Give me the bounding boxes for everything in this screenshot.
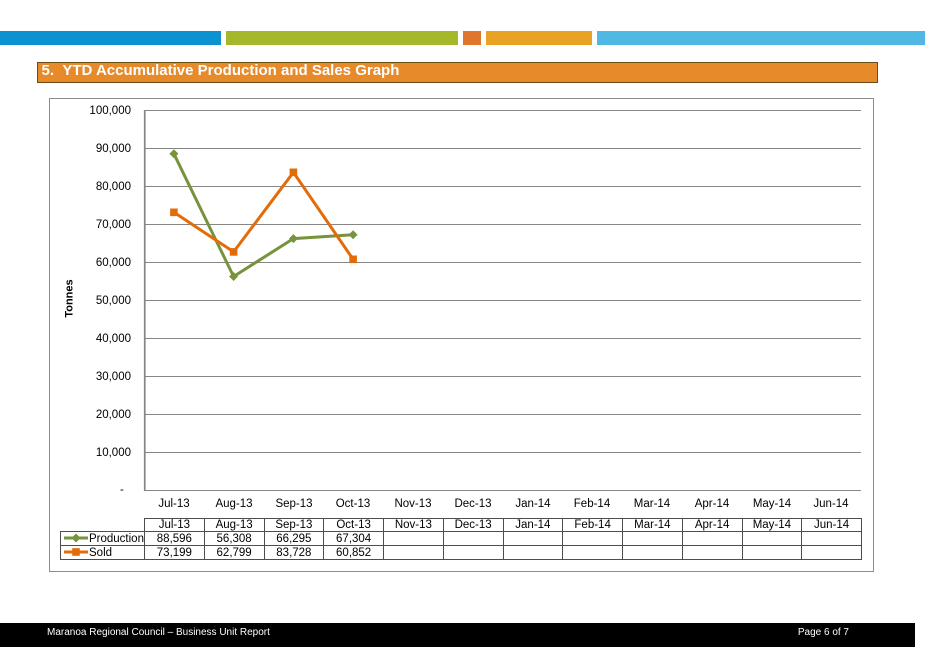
- svg-text:Sold: Sold: [89, 547, 112, 558]
- svg-text:Production: Production: [89, 533, 144, 544]
